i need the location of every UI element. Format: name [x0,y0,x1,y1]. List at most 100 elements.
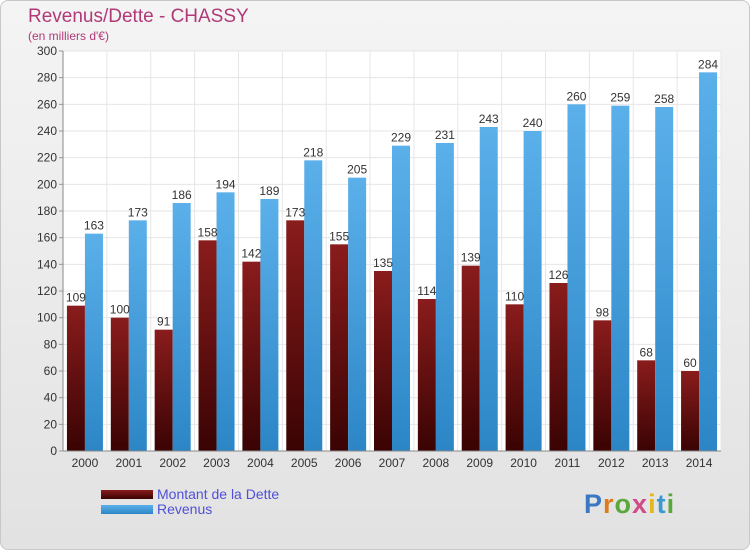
debt-bar [154,329,173,451]
y-tick-label: 80 [44,337,58,351]
revenue-value-label: 260 [566,89,586,103]
debt-bar [593,320,612,451]
revenue-value-label: 186 [172,188,192,202]
y-tick-label: 200 [37,177,57,191]
chart-subtitle: (en milliers d'€) [28,29,109,43]
revenue-bar [216,192,235,452]
legend-label-revenue: Revenus [157,501,213,517]
debt-bar [330,244,349,451]
x-tick-label: 2011 [555,456,581,470]
y-tick-label: 220 [37,151,57,165]
debt-value-label: 114 [417,284,436,298]
debt-value-label: 100 [110,303,130,317]
debt-value-label: 60 [683,356,697,370]
revenue-bar [348,177,367,451]
debt-value-label: 91 [157,315,171,329]
revenue-bar [128,220,147,451]
debt-bar [286,220,305,451]
debt-value-label: 109 [66,291,86,305]
debt-bar [637,360,656,451]
y-tick-label: 160 [37,231,57,245]
debt-bar [66,305,85,451]
proxiti-logo: Proxiti [584,489,676,519]
revenue-value-label: 194 [216,177,236,191]
revenue-value-label: 243 [479,112,499,126]
x-tick-label: 2013 [642,456,669,470]
legend-swatch-debt [101,490,153,499]
y-tick-label: 240 [37,124,57,138]
debt-value-label: 142 [241,247,261,261]
y-tick-label: 140 [37,257,57,271]
debt-value-label: 126 [548,268,568,282]
debt-value-label: 98 [596,305,610,319]
revenue-value-label: 240 [523,116,543,130]
revenue-bar [172,203,191,451]
revenue-bar [84,233,103,451]
debt-value-label: 135 [373,256,393,270]
legend-swatch-revenue [101,505,153,514]
debt-bar [461,265,480,451]
revenue-bar [611,105,630,452]
x-tick-label: 2003 [203,456,230,470]
y-tick-label: 60 [44,364,58,378]
chart-title: Revenus/Dette - CHASSY [28,6,249,27]
revenue-value-label: 163 [84,219,104,233]
x-tick-label: 2010 [510,456,537,470]
revenue-value-label: 189 [259,184,279,198]
revenue-value-label: 218 [303,145,323,159]
y-tick-label: 180 [37,204,57,218]
debt-bar [417,299,436,451]
x-tick-label: 2009 [466,456,493,470]
revenue-bar [567,104,586,451]
debt-value-label: 139 [461,251,481,265]
revenue-bar [435,143,454,451]
x-tick-label: 2000 [72,456,99,470]
debt-bar [198,240,217,451]
debt-value-label: 158 [198,225,218,239]
revenue-value-label: 173 [128,205,148,219]
y-tick-label: 20 [44,417,58,431]
revenue-bar [523,131,542,451]
revenue-value-label: 259 [610,91,630,105]
revenue-bar [655,107,674,451]
revenue-value-label: 229 [391,131,411,145]
debt-value-label: 68 [640,345,654,359]
revenue-bar [260,199,279,451]
x-tick-label: 2004 [247,456,274,470]
debt-bar [374,271,392,451]
revenue-value-label: 231 [435,128,455,142]
y-tick-label: 280 [37,71,57,85]
debt-bar [549,283,568,451]
revenue-bar [479,127,498,451]
y-tick-label: 300 [37,44,57,58]
debt-bar [681,371,700,451]
revenue-value-label: 205 [347,163,367,177]
y-tick-label: 100 [37,311,57,325]
x-tick-label: 2002 [159,456,186,470]
revenue-value-label: 258 [654,92,674,106]
revenue-bar [699,72,718,451]
x-tick-label: 2008 [423,456,450,470]
revenue-bar [392,145,410,451]
y-tick-label: 120 [37,284,57,298]
debt-bar [505,304,524,451]
x-tick-label: 2007 [379,456,406,470]
x-tick-label: 2005 [291,456,318,470]
x-tick-label: 2006 [335,456,362,470]
revenue-value-label: 284 [698,57,718,71]
revenue-bar [304,160,323,452]
x-tick-label: 2001 [115,456,142,470]
y-tick-label: 260 [37,97,57,111]
debt-bar [242,261,261,451]
debt-value-label: 173 [285,205,305,219]
debt-value-label: 110 [505,289,524,303]
y-tick-label: 40 [44,391,58,405]
debt-value-label: 155 [329,229,349,243]
y-tick-label: 0 [50,444,57,458]
debt-bar [110,317,129,451]
x-tick-label: 2014 [686,456,713,470]
legend-label-debt: Montant de la Dette [157,486,280,502]
x-tick-label: 2012 [598,456,625,470]
